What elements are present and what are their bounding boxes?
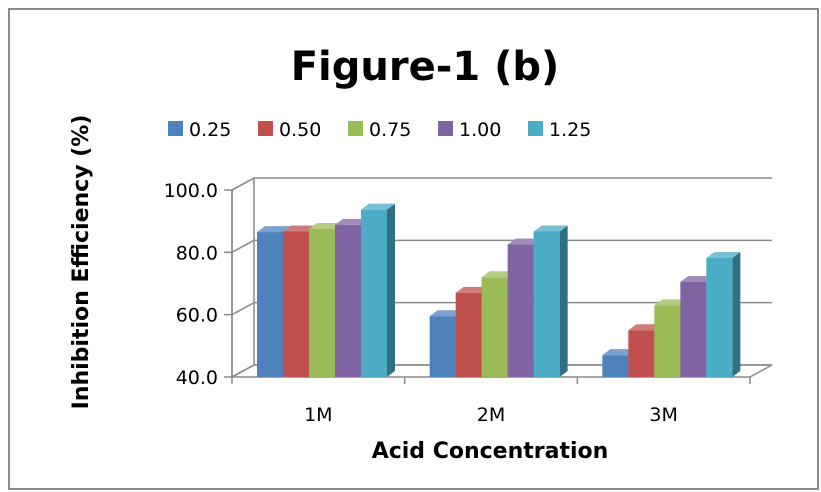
- x-tick-label: 1M: [304, 404, 332, 426]
- x-tick-label: 2M: [477, 404, 505, 426]
- legend-item-0.25: 0.25: [168, 119, 231, 141]
- bar-top: [257, 226, 291, 233]
- legend-swatch: [528, 121, 543, 136]
- bar-top: [283, 225, 317, 232]
- bar-side: [732, 251, 741, 377]
- bars: [257, 203, 741, 377]
- bar-top: [455, 286, 490, 293]
- legend-label: 1.00: [459, 119, 501, 141]
- bar-front: [680, 281, 707, 377]
- bar-1M-1.25: [361, 203, 395, 377]
- legend-item-0.75: 0.75: [348, 119, 411, 141]
- bar-front: [628, 330, 655, 377]
- y-axis-title: Inhibition Efficiency (%): [69, 115, 94, 410]
- bar-top: [680, 275, 715, 282]
- bar-front: [654, 305, 681, 377]
- legend-label: 0.25: [189, 119, 231, 141]
- bar-front: [481, 277, 508, 377]
- legend-swatch: [438, 121, 453, 136]
- y-tick-label: 60.0: [176, 305, 218, 327]
- bar-front: [507, 244, 534, 377]
- gridline-side: [231, 177, 255, 191]
- bar-top: [309, 222, 343, 229]
- legend-item-1.25: 1.25: [528, 119, 591, 141]
- chart-title: Figure-1 (b): [291, 44, 560, 90]
- bar-front: [706, 257, 733, 377]
- side-wall: [231, 176, 255, 379]
- bar-top: [628, 324, 663, 331]
- x-tick-labels: 1M 2M 3M: [304, 404, 678, 426]
- bar-top: [654, 299, 689, 306]
- bar-front: [335, 224, 361, 377]
- bar-front: [533, 231, 560, 377]
- bar-top: [602, 349, 637, 356]
- y-tick-label: 80.0: [176, 242, 218, 264]
- bar-top: [706, 251, 741, 258]
- chart-frame: [8, 8, 819, 490]
- legend-swatch: [168, 121, 183, 136]
- legend-swatch: [258, 121, 273, 136]
- bar-front: [257, 232, 283, 377]
- bar-top: [507, 238, 542, 245]
- legend-swatch: [348, 121, 363, 136]
- gridline-side: [231, 302, 255, 316]
- y-tick-label: 40.0: [176, 367, 218, 389]
- y-tick-labels: 40.0 60.0 80.0 100.0: [164, 180, 218, 389]
- bar-side: [559, 225, 568, 377]
- x-axis-title: Acid Concentration: [372, 439, 609, 464]
- bar-top: [533, 225, 568, 232]
- legend-item-0.50: 0.50: [258, 119, 321, 141]
- gridline-side: [231, 364, 255, 378]
- y-tick-label: 100.0: [164, 180, 218, 202]
- legend: 0.25 0.50 0.75 1.00 1.25: [168, 119, 591, 141]
- bar-side: [387, 203, 395, 377]
- bar-front: [602, 355, 629, 377]
- bar-top: [429, 310, 464, 317]
- bar-front: [283, 231, 309, 377]
- bar-2M-1.25: [533, 225, 568, 377]
- legend-label: 0.50: [279, 119, 321, 141]
- legend-label: 0.75: [369, 119, 411, 141]
- legend-item-1.00: 1.00: [438, 119, 501, 141]
- bar-front: [455, 292, 482, 377]
- bar-front: [309, 228, 335, 377]
- bar-top: [361, 203, 395, 210]
- bar-3M-1.25: [706, 251, 741, 377]
- gridline-side: [231, 239, 255, 253]
- x-tick-label: 3M: [649, 404, 677, 426]
- bar-front: [361, 209, 387, 377]
- bar-top: [481, 271, 516, 278]
- legend-label: 1.25: [549, 119, 591, 141]
- bar-front: [429, 316, 456, 377]
- bar-top: [335, 218, 369, 225]
